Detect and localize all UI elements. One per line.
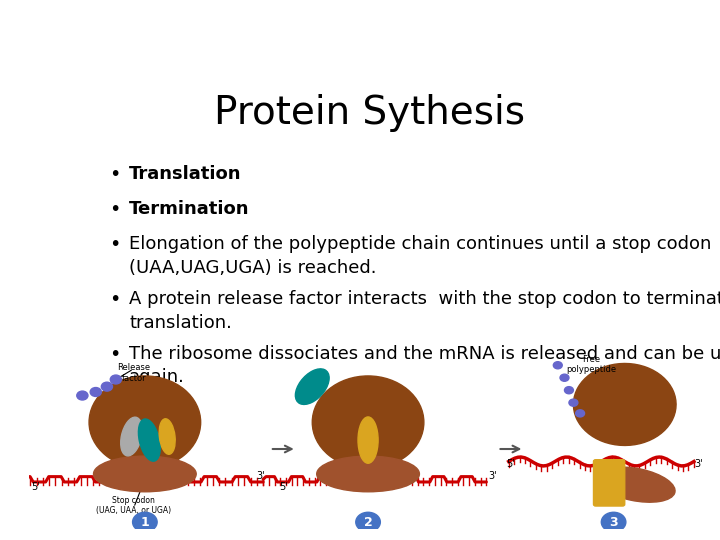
Ellipse shape bbox=[312, 376, 424, 469]
Ellipse shape bbox=[358, 417, 378, 463]
Text: Release
factor: Release factor bbox=[117, 363, 150, 383]
Circle shape bbox=[110, 375, 122, 384]
Ellipse shape bbox=[317, 456, 420, 492]
Text: •: • bbox=[109, 345, 121, 364]
Text: Stop codon
(UAG, UAA, or UGA): Stop codon (UAG, UAA, or UGA) bbox=[96, 496, 171, 515]
FancyBboxPatch shape bbox=[593, 460, 625, 506]
Text: 1: 1 bbox=[140, 516, 149, 529]
Text: Protein Sythesis: Protein Sythesis bbox=[214, 94, 524, 132]
Text: 5': 5' bbox=[31, 482, 40, 492]
Ellipse shape bbox=[159, 419, 175, 454]
Circle shape bbox=[569, 399, 578, 406]
Text: The ribosome dissociates and the mRNA is released and can be used
again.: The ribosome dissociates and the mRNA is… bbox=[129, 345, 720, 387]
Text: 3: 3 bbox=[609, 516, 618, 529]
Text: •: • bbox=[109, 200, 121, 219]
Text: 5': 5' bbox=[279, 482, 287, 492]
Ellipse shape bbox=[295, 369, 329, 404]
Text: 5': 5' bbox=[506, 459, 516, 469]
Text: •: • bbox=[109, 290, 121, 309]
Text: Free
polypeptide: Free polypeptide bbox=[566, 355, 616, 374]
Text: •: • bbox=[109, 165, 121, 184]
Text: 2: 2 bbox=[364, 516, 372, 529]
Ellipse shape bbox=[121, 417, 143, 456]
Circle shape bbox=[90, 388, 102, 396]
Ellipse shape bbox=[597, 467, 675, 502]
Text: 3': 3' bbox=[694, 459, 703, 469]
Circle shape bbox=[576, 410, 585, 417]
Circle shape bbox=[77, 391, 88, 400]
Circle shape bbox=[560, 374, 569, 381]
Text: •: • bbox=[109, 235, 121, 254]
Ellipse shape bbox=[573, 363, 676, 446]
Circle shape bbox=[102, 382, 112, 391]
Text: Translation: Translation bbox=[129, 165, 242, 183]
Circle shape bbox=[356, 512, 380, 532]
Circle shape bbox=[601, 512, 626, 532]
Ellipse shape bbox=[138, 419, 161, 461]
Text: Termination: Termination bbox=[129, 200, 250, 218]
Ellipse shape bbox=[89, 376, 201, 469]
Circle shape bbox=[554, 362, 562, 369]
Text: 3': 3' bbox=[256, 471, 265, 481]
Text: A protein release factor interacts  with the stop codon to terminate
translation: A protein release factor interacts with … bbox=[129, 290, 720, 332]
Circle shape bbox=[132, 512, 157, 532]
Text: 3': 3' bbox=[489, 471, 498, 481]
Ellipse shape bbox=[94, 456, 197, 492]
Circle shape bbox=[564, 387, 573, 394]
Text: Elongation of the polypeptide chain continues until a stop codon
(UAA,UAG,UGA) i: Elongation of the polypeptide chain cont… bbox=[129, 235, 711, 277]
